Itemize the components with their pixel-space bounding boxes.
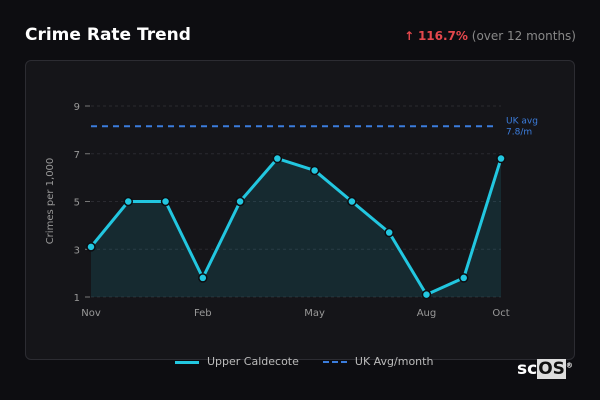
- y-tick-label: 9: [74, 102, 80, 113]
- data-point: [272, 153, 283, 164]
- series-line: [89, 157, 503, 297]
- data-point: [309, 165, 320, 176]
- series-area: [91, 158, 501, 297]
- legend-label: UK Avg/month: [354, 355, 434, 368]
- x-tick-label: Aug: [417, 308, 437, 319]
- legend: Upper Caldecote UK Avg/month: [175, 355, 433, 368]
- change-arrow-icon: ↑: [404, 29, 415, 43]
- data-point: [198, 273, 208, 283]
- legend-label: Upper Caldecote: [207, 355, 299, 368]
- data-point: [458, 273, 469, 283]
- x-tick-label: May: [304, 308, 325, 319]
- data-point: [160, 196, 171, 207]
- legend-item-series[interactable]: Upper Caldecote: [175, 355, 299, 368]
- change-percent: 116.7%: [417, 29, 468, 43]
- data-point: [496, 153, 506, 164]
- x-tick-label: Feb: [194, 308, 212, 319]
- y-tick-label: 7: [74, 150, 80, 161]
- change-period: (over 12 months): [471, 29, 576, 43]
- data-point: [86, 242, 96, 252]
- data-point: [384, 227, 394, 238]
- chart-card: [25, 60, 575, 360]
- data-point: [235, 196, 245, 207]
- uk-avg-label: UK avg: [506, 116, 538, 126]
- brand-logo: scOS®: [517, 359, 573, 379]
- solid-line-swatch-icon: [175, 360, 199, 364]
- y-tick-label: 5: [74, 198, 80, 209]
- y-axis-label: Crimes per 1,000: [45, 158, 56, 245]
- data-point: [421, 289, 432, 300]
- data-point: [123, 196, 134, 207]
- uk-avg-value: 7.8/m: [506, 127, 532, 137]
- x-tick-label: Nov: [81, 308, 101, 319]
- x-tick-label: Oct: [492, 308, 509, 319]
- change-indicator: ↑ 116.7% (over 12 months): [404, 29, 576, 43]
- legend-item-uk-avg[interactable]: UK Avg/month: [322, 355, 434, 368]
- chart-title: Crime Rate Trend: [25, 25, 191, 45]
- y-tick-label: 1: [74, 293, 80, 304]
- y-tick-label: 3: [74, 245, 80, 256]
- dashed-line-swatch-icon: [322, 361, 347, 363]
- data-point: [347, 196, 357, 207]
